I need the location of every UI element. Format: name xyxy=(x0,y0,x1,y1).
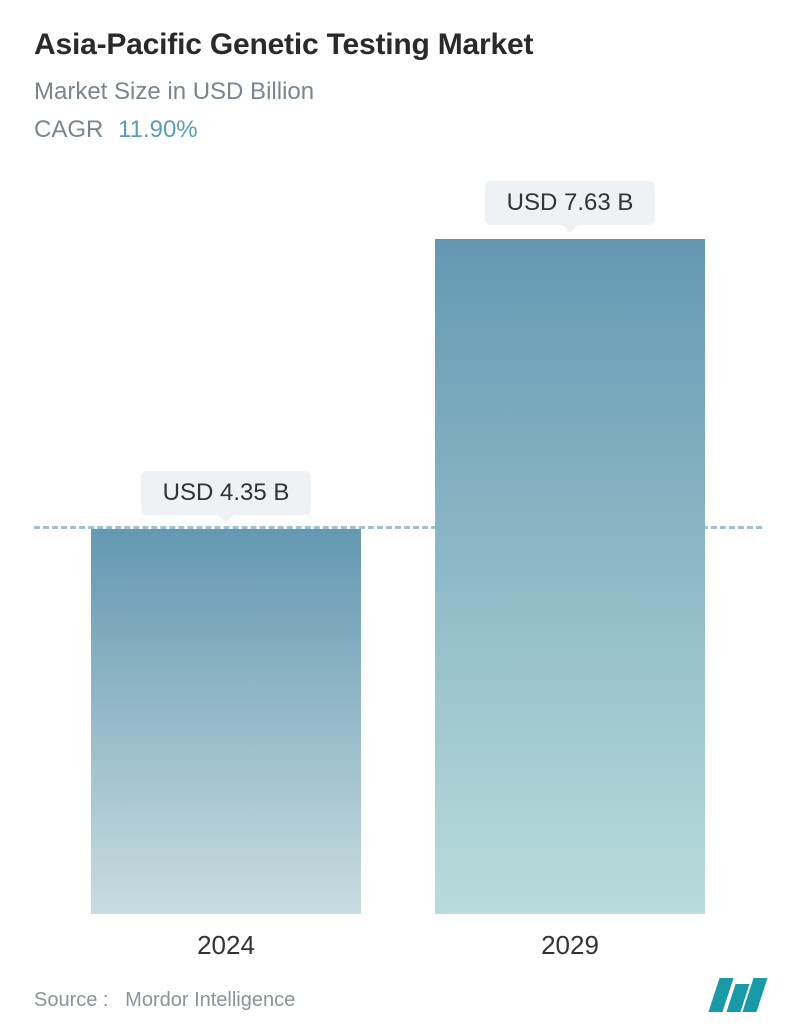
x-axis-labels: 2024 2029 xyxy=(34,914,762,961)
x-label-1: 2029 xyxy=(420,930,720,961)
value-badge-0: USD 4.35 B xyxy=(141,471,312,515)
value-badge-1: USD 7.63 B xyxy=(485,181,656,225)
chart-area: USD 4.35 B USD 7.63 B xyxy=(34,174,762,914)
chart-title: Asia-Pacific Genetic Testing Market xyxy=(34,28,762,62)
footer: Source : Mordor Intelligence xyxy=(34,978,762,1012)
bar-group-0: USD 4.35 B xyxy=(76,471,376,914)
bar-0 xyxy=(91,529,361,914)
bar-group-1: USD 7.63 B xyxy=(420,181,720,914)
chart-subtitle: Market Size in USD Billion xyxy=(34,78,762,106)
x-label-0: 2024 xyxy=(76,930,376,961)
bar-1 xyxy=(435,239,705,914)
source-label: Source : xyxy=(34,989,108,1011)
bars-container: USD 4.35 B USD 7.63 B xyxy=(34,174,762,914)
source-text: Source : Mordor Intelligence xyxy=(34,989,295,1012)
brand-logo-icon xyxy=(714,978,762,1012)
cagr-value: 11.90% xyxy=(118,116,198,143)
source-name: Mordor Intelligence xyxy=(125,989,295,1011)
cagr-row: CAGR 11.90% xyxy=(34,116,762,144)
cagr-label: CAGR xyxy=(34,116,103,143)
